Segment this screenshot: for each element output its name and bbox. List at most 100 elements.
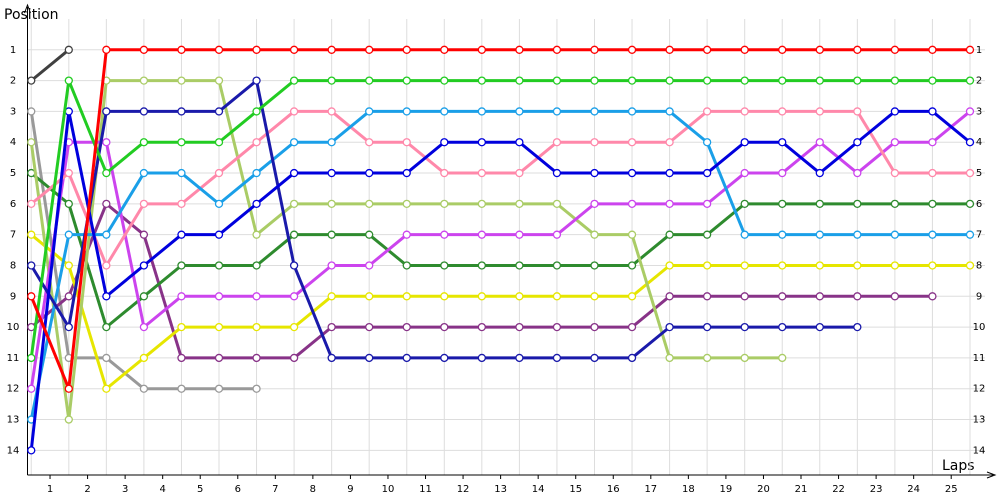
point <box>928 138 937 147</box>
point <box>627 353 637 363</box>
x-tick-label: 25 <box>945 484 958 495</box>
y-tick-label-right: 6 <box>976 199 982 210</box>
x-tick-label: 1 <box>47 484 53 495</box>
point <box>440 138 449 147</box>
point <box>702 76 712 85</box>
axis-arrow <box>986 471 997 479</box>
point <box>965 138 975 147</box>
y-tick-label-right: 5 <box>976 168 982 179</box>
point <box>27 446 36 455</box>
point <box>928 107 937 116</box>
point <box>27 261 36 270</box>
x-tick-label: 16 <box>607 484 620 495</box>
point <box>214 322 224 332</box>
point <box>177 322 186 332</box>
y-tick-label: 4 <box>10 137 16 148</box>
point <box>102 384 111 393</box>
point <box>402 138 411 147</box>
point <box>815 292 824 301</box>
point <box>102 292 111 301</box>
point <box>740 292 749 301</box>
x-tick-label: 6 <box>235 484 241 495</box>
point <box>177 292 186 301</box>
point <box>665 322 674 332</box>
point <box>139 168 149 178</box>
point <box>440 261 449 270</box>
point <box>515 322 524 332</box>
point <box>778 107 787 116</box>
point <box>289 230 299 239</box>
point <box>139 353 149 363</box>
point <box>102 322 111 332</box>
point <box>477 168 486 178</box>
point <box>515 138 524 147</box>
point <box>552 292 562 301</box>
x-tick-label: 20 <box>757 484 770 495</box>
series-line <box>29 79 970 359</box>
point <box>440 45 449 54</box>
point <box>64 45 73 54</box>
point <box>590 353 599 363</box>
x-tick-label: 12 <box>457 484 470 495</box>
point <box>402 76 411 85</box>
point <box>177 261 186 270</box>
point <box>139 45 149 54</box>
y-tick-label-right: 7 <box>976 230 982 241</box>
point <box>665 168 674 178</box>
point <box>853 199 862 209</box>
point <box>552 261 562 270</box>
point <box>177 138 186 147</box>
point <box>590 199 599 209</box>
point <box>327 292 336 301</box>
point <box>665 107 674 116</box>
point <box>552 107 562 116</box>
point <box>928 45 937 54</box>
point <box>289 76 299 85</box>
point <box>740 353 749 363</box>
point <box>665 353 674 363</box>
point <box>214 107 224 116</box>
y-tick-label: 2 <box>10 76 16 87</box>
point <box>289 292 299 301</box>
point <box>627 322 637 332</box>
point <box>252 45 261 54</box>
point <box>64 322 73 332</box>
point <box>365 230 374 239</box>
point <box>815 230 824 239</box>
series-line <box>29 110 971 389</box>
point <box>139 107 149 116</box>
point <box>64 415 73 424</box>
point <box>365 76 374 85</box>
point <box>815 138 824 147</box>
point <box>102 230 111 239</box>
point <box>27 353 36 363</box>
point <box>289 168 299 178</box>
x-tick-label: 2 <box>84 484 90 495</box>
point <box>27 384 36 393</box>
point <box>702 261 712 270</box>
point <box>214 76 224 85</box>
point <box>214 230 224 239</box>
point <box>815 45 824 54</box>
axis-arrow <box>24 3 31 14</box>
point <box>928 76 937 85</box>
point <box>252 76 261 85</box>
point <box>702 322 712 332</box>
point <box>778 45 787 54</box>
series-line <box>30 171 970 329</box>
point <box>27 292 36 301</box>
point <box>102 353 111 363</box>
point <box>440 199 449 209</box>
point <box>778 230 787 239</box>
point <box>477 230 486 239</box>
y-tick-label: 6 <box>10 199 16 210</box>
point <box>740 168 749 178</box>
point <box>778 261 787 270</box>
y-tick-label-right: 10 <box>973 322 986 333</box>
point <box>853 168 862 178</box>
point <box>853 45 862 54</box>
y-tick-label: 13 <box>7 415 20 426</box>
point <box>102 199 111 209</box>
point <box>702 138 712 147</box>
point <box>27 138 36 147</box>
